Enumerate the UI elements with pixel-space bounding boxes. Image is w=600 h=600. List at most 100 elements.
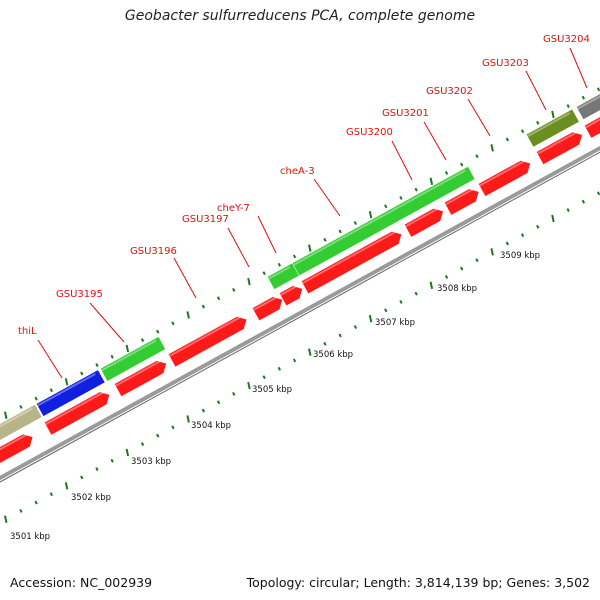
tick-mark xyxy=(247,381,251,390)
tick-mark xyxy=(308,244,312,252)
backbone-line xyxy=(0,145,600,481)
tick-mark xyxy=(171,425,175,430)
tick-mark xyxy=(34,500,38,505)
gene-feature-red[interactable] xyxy=(252,294,286,321)
tick-mark xyxy=(460,162,464,167)
tick-mark xyxy=(551,214,555,223)
gene-feature-red[interactable] xyxy=(168,313,250,367)
gene-feature-green[interactable] xyxy=(100,336,166,381)
backbone-shadow xyxy=(0,151,600,483)
gene-label[interactable]: cheY-7 xyxy=(217,203,250,214)
tick-mark xyxy=(566,208,570,213)
leader-line xyxy=(227,227,250,268)
gene-label[interactable]: GSU3203 xyxy=(482,58,529,69)
tick-mark xyxy=(338,333,342,338)
kbp-label: 3509 kbp xyxy=(500,251,540,261)
tick-mark xyxy=(536,224,540,229)
tick-mark xyxy=(125,344,130,353)
gene-label[interactable]: GSU3200 xyxy=(346,127,393,138)
gene-label[interactable]: GSU3197 xyxy=(182,214,229,225)
accession-text: Accession: NC_002939 xyxy=(10,575,153,590)
tick-mark xyxy=(414,291,418,296)
tick-mark xyxy=(308,348,312,356)
tick-mark xyxy=(429,177,434,185)
gene-label[interactable]: GSU3201 xyxy=(382,108,429,119)
gene-label[interactable]: thiL xyxy=(18,326,37,337)
gene-feature-grey[interactable] xyxy=(576,87,600,120)
tick-mark xyxy=(520,233,525,238)
gene-label[interactable]: GSU3196 xyxy=(130,246,177,257)
tick-mark xyxy=(368,314,373,323)
tick-mark xyxy=(140,442,145,446)
gene-feature-red[interactable] xyxy=(444,186,482,215)
tick-mark xyxy=(140,338,145,342)
kbp-label: 3507 kbp xyxy=(375,318,415,328)
tick-marks xyxy=(4,87,600,523)
tick-mark xyxy=(414,187,418,192)
leader-line xyxy=(467,98,491,137)
tick-mark xyxy=(581,199,585,204)
tick-mark xyxy=(156,329,160,334)
tick-mark xyxy=(520,129,525,134)
tick-mark xyxy=(536,120,540,125)
gene-label[interactable]: GSU3204 xyxy=(543,34,590,45)
kbp-label: 3502 kbp xyxy=(71,493,111,503)
gene-feature-red[interactable] xyxy=(301,228,405,294)
leader-line xyxy=(257,215,277,254)
tick-mark xyxy=(353,325,357,330)
tick-mark xyxy=(338,229,342,234)
tick-mark xyxy=(384,308,388,313)
kbp-label: 3501 kbp xyxy=(10,532,50,542)
tick-mark xyxy=(201,408,205,413)
leader-line xyxy=(313,178,341,217)
tick-mark xyxy=(64,482,69,490)
genome-summary-text: Topology: circular; Length: 3,814,139 bp… xyxy=(246,575,590,590)
tick-mark xyxy=(292,358,297,363)
tick-mark xyxy=(490,144,494,152)
gene-feature-red[interactable] xyxy=(44,389,113,435)
gene-feature-green[interactable] xyxy=(292,166,475,276)
tick-mark xyxy=(201,304,205,309)
gene-feature-red[interactable] xyxy=(114,357,170,397)
label-leader-lines xyxy=(37,47,588,379)
leader-line xyxy=(173,257,197,299)
gene-feature-olive[interactable] xyxy=(0,404,42,455)
gene-feature-red[interactable] xyxy=(404,205,447,237)
gene-feature-blue[interactable] xyxy=(36,370,105,417)
tick-mark xyxy=(95,467,99,472)
leader-line xyxy=(89,302,125,343)
tick-mark xyxy=(353,221,357,226)
tick-mark xyxy=(49,492,53,497)
tick-mark xyxy=(186,415,190,423)
tick-mark xyxy=(551,110,555,119)
tick-mark xyxy=(80,371,84,376)
tick-mark xyxy=(277,366,281,371)
gene-features xyxy=(0,87,600,473)
gene-feature-olive-dark[interactable] xyxy=(526,109,579,147)
tick-mark xyxy=(581,95,585,100)
leader-line xyxy=(37,339,63,379)
tick-mark xyxy=(262,375,266,380)
tick-mark xyxy=(444,170,449,175)
tick-mark xyxy=(19,404,23,409)
gene-label[interactable]: GSU3195 xyxy=(56,289,103,300)
tick-mark xyxy=(277,262,281,267)
tick-mark xyxy=(19,508,23,513)
gene-label[interactable]: GSU3202 xyxy=(426,86,473,97)
leader-line xyxy=(391,140,413,181)
gene-feature-red[interactable] xyxy=(478,157,534,197)
tick-mark xyxy=(232,391,236,396)
gene-feature-red[interactable] xyxy=(279,283,306,306)
tick-mark xyxy=(490,248,494,256)
tick-mark xyxy=(156,433,160,438)
gene-label[interactable]: cheA-3 xyxy=(280,166,315,177)
gene-feature-red[interactable] xyxy=(584,106,600,138)
tick-mark xyxy=(125,448,130,457)
gene-feature-red[interactable] xyxy=(0,431,36,473)
leader-line xyxy=(569,47,588,89)
tick-mark xyxy=(4,515,8,523)
tick-mark xyxy=(216,400,221,405)
gene-feature-red[interactable] xyxy=(536,129,586,165)
gene-feature-green[interactable] xyxy=(267,263,299,290)
